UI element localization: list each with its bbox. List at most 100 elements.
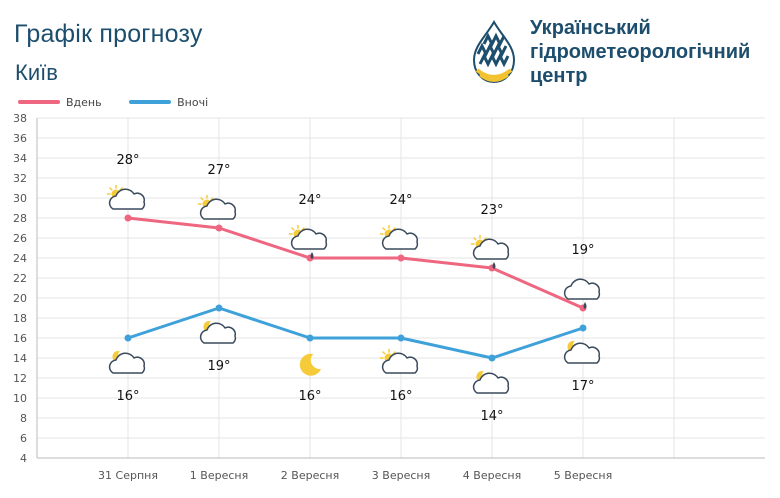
y-tick-label: 38 bbox=[13, 112, 27, 125]
day-temp-label: 28° bbox=[116, 153, 139, 168]
sun-ray bbox=[483, 237, 487, 241]
y-tick-label: 24 bbox=[13, 252, 27, 265]
y-tick-label: 22 bbox=[13, 272, 27, 285]
cloud-shape bbox=[108, 352, 146, 374]
night-point bbox=[579, 324, 587, 332]
y-tick-label: 18 bbox=[13, 312, 27, 325]
y-tick-label: 8 bbox=[20, 412, 27, 425]
y-tick-label: 26 bbox=[13, 232, 27, 245]
cloud-shape bbox=[199, 322, 237, 344]
night-temp-label: 19° bbox=[207, 359, 230, 374]
sun-cloud-icon bbox=[379, 348, 419, 374]
raindrop-shape bbox=[492, 262, 496, 269]
night-point bbox=[124, 334, 132, 342]
legend-swatch-day bbox=[18, 100, 60, 104]
org-name-line: Український bbox=[530, 17, 651, 39]
page-title: Графік прогнозу bbox=[14, 20, 203, 48]
night-temp-label: 17° bbox=[571, 379, 594, 394]
day-temp-label: 24° bbox=[298, 193, 321, 208]
x-tick-label: 3 Вересня bbox=[372, 469, 430, 482]
moon-shape bbox=[299, 353, 321, 376]
night-point bbox=[215, 304, 223, 312]
x-tick-label: 5 Вересня bbox=[554, 469, 612, 482]
x-tick-label: 31 Серпня bbox=[98, 469, 158, 482]
sun-ray bbox=[109, 187, 113, 191]
legend-swatch-night bbox=[129, 100, 172, 104]
legend-item-night[interactable]: Вночі bbox=[129, 96, 208, 109]
sun-ray bbox=[210, 197, 214, 201]
sun-ray bbox=[291, 227, 295, 231]
cloud-shape bbox=[290, 228, 328, 250]
day-point bbox=[124, 214, 132, 222]
moon-cloud-icon bbox=[563, 340, 601, 364]
sun-ray bbox=[301, 227, 305, 231]
night-point bbox=[488, 354, 496, 362]
cloud-shape bbox=[381, 228, 419, 250]
cloud-shape bbox=[381, 352, 419, 374]
sun-ray bbox=[200, 197, 204, 201]
raindrop-shape bbox=[310, 252, 314, 259]
cloud-shape bbox=[563, 342, 601, 364]
sun-ray bbox=[382, 227, 386, 231]
sun-ray bbox=[473, 237, 477, 241]
cloud-rain-icon bbox=[563, 278, 601, 309]
cloud-shape bbox=[563, 278, 601, 300]
sun-ray bbox=[382, 351, 386, 355]
y-tick-label: 12 bbox=[13, 372, 27, 385]
y-tick-label: 10 bbox=[13, 392, 27, 405]
y-tick-label: 16 bbox=[13, 332, 27, 345]
sun-cloud-icon bbox=[106, 184, 146, 210]
y-tick-label: 4 bbox=[20, 452, 27, 465]
y-tick-label: 20 bbox=[13, 292, 27, 305]
day-temp-label: 23° bbox=[480, 203, 503, 218]
day-point bbox=[215, 224, 223, 232]
legend-item-day[interactable]: Вдень bbox=[18, 96, 102, 109]
sun-ray bbox=[392, 227, 396, 231]
y-tick-label: 30 bbox=[13, 192, 27, 205]
sun-cloud-icon bbox=[197, 194, 237, 220]
sun-ray bbox=[119, 187, 123, 191]
cloud-shape bbox=[108, 188, 146, 210]
cloud-shape bbox=[472, 238, 510, 260]
sun-ray bbox=[392, 351, 396, 355]
night-temp-label: 16° bbox=[389, 389, 412, 404]
moon-icon bbox=[299, 353, 321, 376]
cloud-shape bbox=[199, 198, 237, 220]
moon-cloud-icon bbox=[472, 370, 510, 394]
sun-cloud-rain-icon bbox=[288, 224, 328, 259]
moon-cloud-icon bbox=[108, 350, 146, 374]
night-temp-label: 14° bbox=[480, 409, 503, 424]
night-temp-label: 16° bbox=[298, 389, 321, 404]
y-tick-label: 6 bbox=[20, 432, 27, 445]
x-tick-label: 2 Вересня bbox=[281, 469, 339, 482]
legend-label-night: Вночі bbox=[177, 95, 209, 109]
legend-label-day: Вдень bbox=[66, 95, 102, 109]
org-name: Український гідрометеорологічний центр bbox=[530, 16, 750, 88]
day-temp-label: 19° bbox=[571, 243, 594, 258]
moon-cloud-icon bbox=[199, 320, 237, 344]
y-tick-label: 36 bbox=[13, 132, 27, 145]
night-point bbox=[397, 334, 405, 342]
night-temp-label: 16° bbox=[116, 389, 139, 404]
day-point bbox=[397, 254, 405, 262]
sun-cloud-icon bbox=[379, 224, 419, 250]
city-name: Київ bbox=[15, 60, 58, 85]
ukrhydromet-logo-icon bbox=[472, 20, 516, 84]
y-tick-label: 34 bbox=[13, 152, 27, 165]
day-temp-label: 24° bbox=[389, 193, 412, 208]
night-point bbox=[306, 334, 314, 342]
y-tick-label: 14 bbox=[13, 352, 27, 365]
night-series-line bbox=[126, 306, 585, 360]
org-name-line: гідрометеорологічний bbox=[530, 41, 751, 63]
org-name-line: центр bbox=[530, 65, 588, 87]
cloud-shape bbox=[472, 372, 510, 394]
x-tick-label: 1 Вересня bbox=[190, 469, 248, 482]
day-temp-label: 27° bbox=[207, 163, 230, 178]
sun-cloud-rain-icon bbox=[470, 234, 510, 269]
y-tick-label: 28 bbox=[13, 212, 27, 225]
chart-legend: Вдень Вночі bbox=[18, 94, 232, 110]
day-series-line bbox=[126, 216, 585, 310]
y-tick-label: 32 bbox=[13, 172, 27, 185]
raindrop-shape bbox=[583, 302, 587, 309]
